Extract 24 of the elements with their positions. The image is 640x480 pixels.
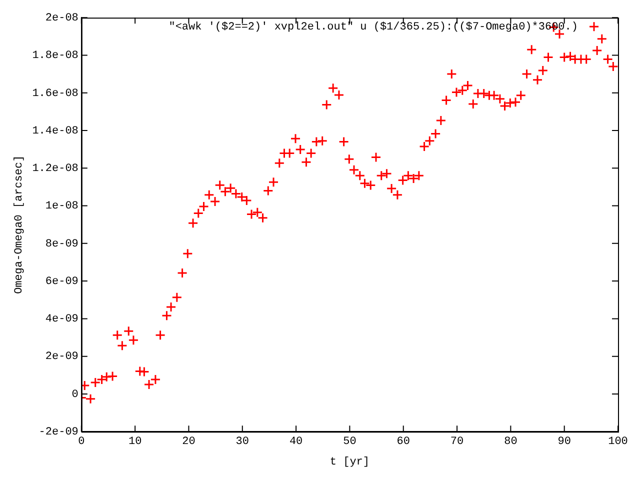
x-tick-label: 20 xyxy=(182,436,196,448)
y-tick-label: 1.2e-08 xyxy=(32,163,78,176)
y-tick-label: 0 xyxy=(72,388,78,401)
x-tick-label: 30 xyxy=(236,436,249,448)
y-tick-label: 6e-09 xyxy=(45,276,78,288)
x-tick-label: 40 xyxy=(289,436,303,448)
y-tick-label: 1e-08 xyxy=(45,200,78,213)
y-tick-label: 2e-09 xyxy=(45,351,78,364)
y-tick-label: 8e-09 xyxy=(45,238,78,250)
y-axis-title: Omega-Omega0 [arcsec] xyxy=(14,155,26,294)
x-tick-label: 90 xyxy=(558,436,571,448)
x-tick-label: 80 xyxy=(504,436,518,448)
x-tick-label: 100 xyxy=(608,436,628,448)
x-tick-label: 70 xyxy=(450,436,464,448)
x-axis-title: t [yr] xyxy=(330,456,370,468)
x-tick-label: 60 xyxy=(396,436,410,448)
y-tick-label: 1.4e-08 xyxy=(32,125,78,138)
x-tick-label: 10 xyxy=(128,436,142,448)
y-tick-label: 2e-08 xyxy=(45,12,78,25)
y-tick-label: -2e-09 xyxy=(38,426,78,439)
y-tick-label: 4e-09 xyxy=(45,314,78,326)
y-tick-label: 1.6e-08 xyxy=(32,88,78,100)
y-tick-label: 1.8e-08 xyxy=(32,50,78,62)
x-tick-label: 50 xyxy=(343,436,356,448)
